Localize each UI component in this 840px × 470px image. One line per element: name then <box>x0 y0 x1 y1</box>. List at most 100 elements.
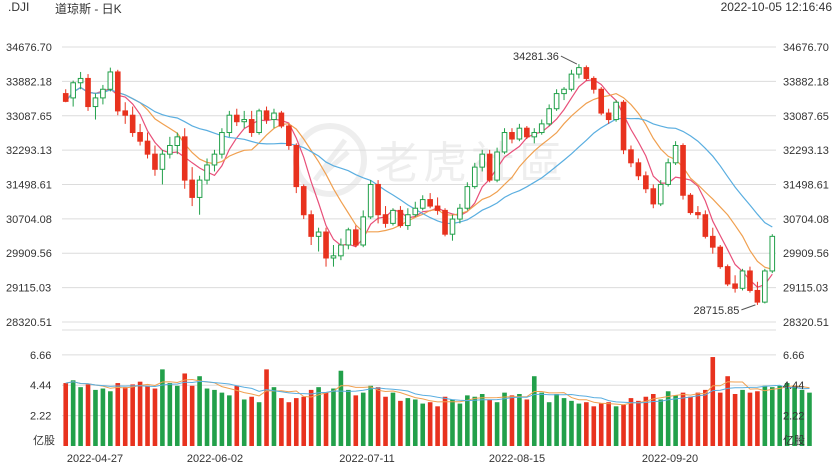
date-tick: 2022-07-11 <box>339 453 394 465</box>
volume-bar <box>316 387 321 446</box>
volume-bar <box>598 403 604 446</box>
volume-bar <box>457 403 463 446</box>
price-tick-left: 30704.08 <box>6 214 52 226</box>
candles <box>62 64 776 305</box>
volume-bar <box>695 392 701 446</box>
price-tick-right: 34676.70 <box>783 42 829 54</box>
volume-bar <box>613 406 619 446</box>
volume-bar <box>546 402 552 446</box>
volume-bar <box>115 383 121 446</box>
candle-up <box>665 162 671 185</box>
candle-down <box>352 229 359 246</box>
volume-bar <box>688 396 693 446</box>
candle-up <box>762 270 768 303</box>
candle-up <box>390 209 396 224</box>
candle-down <box>434 205 441 211</box>
candle-down <box>650 188 657 205</box>
candle-up <box>769 235 776 272</box>
watermark: 老虎社區 <box>293 123 563 197</box>
candle-up <box>739 270 746 289</box>
watermark-logo-mark <box>313 138 350 182</box>
volume-bar <box>160 369 165 446</box>
volume-bar <box>509 395 515 446</box>
candle-down <box>583 67 590 79</box>
volume-bar <box>703 389 708 446</box>
candle-up <box>471 166 478 188</box>
volume-bar <box>182 373 188 446</box>
volume-bar <box>606 402 611 446</box>
volume-bar <box>487 399 492 446</box>
candle-up <box>315 231 322 237</box>
candle-down <box>181 136 188 181</box>
volume-tick-right: 4.44 <box>783 380 804 392</box>
volume-bar <box>539 392 545 446</box>
candle-down <box>747 270 753 291</box>
candle-down <box>397 209 404 227</box>
volume-bar <box>383 396 388 446</box>
volume-bar <box>747 392 753 446</box>
candle-up <box>561 88 567 95</box>
volume-bar <box>494 402 500 446</box>
candle-down <box>263 110 270 121</box>
candle-down <box>233 114 240 123</box>
candle-down <box>732 283 738 289</box>
volume-bar <box>122 387 128 446</box>
volume-bar <box>279 398 284 446</box>
candle-up <box>271 112 277 121</box>
volume-bar <box>204 388 210 446</box>
candle-down <box>598 88 605 114</box>
volume-bar <box>576 403 582 446</box>
candle-up <box>330 255 337 259</box>
volume-bar <box>286 402 292 446</box>
price-tick-left: 33882.18 <box>6 76 52 88</box>
candle-down <box>695 212 701 216</box>
candle-up <box>77 77 84 84</box>
candle-down <box>702 214 709 237</box>
volume-bar <box>465 395 470 446</box>
candle-down <box>308 214 314 237</box>
volume-bar <box>189 385 195 446</box>
candle-down <box>382 214 389 224</box>
candle-up <box>256 110 262 134</box>
candle-down <box>628 149 634 164</box>
volume-bar <box>717 392 723 446</box>
price-tick-right: 31498.61 <box>783 179 829 191</box>
price-tick-right: 28320.51 <box>783 317 829 329</box>
volume-bar <box>70 380 76 446</box>
candle-down <box>137 132 143 142</box>
annotations: 34281.36 28715.85 <box>513 51 756 317</box>
volume-bar <box>710 357 716 446</box>
volume-bar <box>621 404 626 446</box>
candle-down <box>144 140 151 155</box>
candle-up <box>167 145 173 155</box>
volume-bar <box>152 388 158 446</box>
price-tick-right: 33882.18 <box>783 76 829 88</box>
volume-bar <box>167 383 173 446</box>
volume-tick-left: 4.44 <box>30 380 51 392</box>
volume-bar <box>368 385 373 446</box>
price-tick-right: 32293.13 <box>783 145 829 157</box>
price-tick-left: 29909.56 <box>6 248 52 260</box>
candle-down <box>620 101 627 151</box>
candle-down <box>509 132 515 140</box>
candle-down <box>724 266 731 285</box>
candle-down <box>248 119 255 134</box>
candle-up <box>92 97 99 108</box>
candle-down <box>189 179 195 198</box>
volume-bar <box>301 396 307 446</box>
volume-bars <box>63 357 812 446</box>
volume-bar <box>271 387 277 446</box>
volume-bar <box>78 387 83 446</box>
date-tick: 2022-04-27 <box>67 453 123 465</box>
grid <box>62 46 776 417</box>
volume-bar <box>405 398 411 446</box>
candle-up <box>241 119 248 123</box>
volume-bar <box>398 400 403 446</box>
volume-bar <box>799 389 805 446</box>
candle-up <box>568 73 575 90</box>
candle-down <box>643 175 649 190</box>
candle-down <box>486 153 493 181</box>
candle-up <box>553 93 560 110</box>
volume-bar <box>93 389 98 446</box>
